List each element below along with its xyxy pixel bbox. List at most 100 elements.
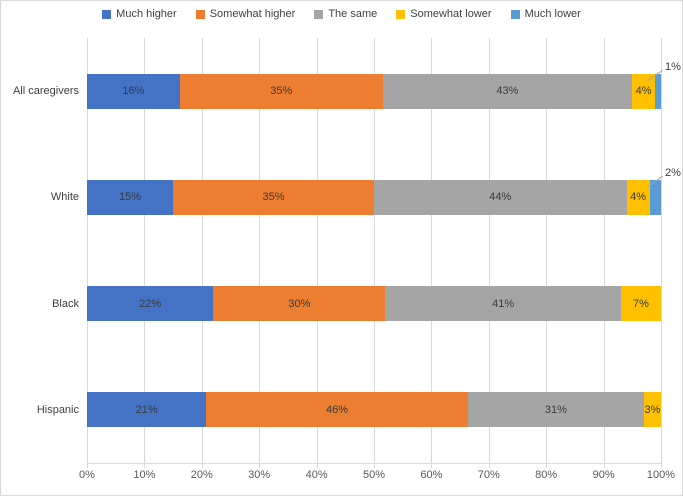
data-label: 30% (288, 297, 311, 310)
x-axis-label: 70% (477, 469, 500, 481)
bar-rows: All caregivers 16% 35% 43% 4% 1% White 15% 35% 44… (13, 38, 681, 463)
axis-tick (316, 463, 318, 468)
x-axis-label: 20% (190, 469, 213, 481)
data-label-callout: 1% (665, 60, 681, 73)
bar: 16% 35% 43% 4% 1% (87, 61, 681, 109)
bar-segment-much-higher: 21% (87, 392, 207, 428)
bar-segment-the-same: 44% (374, 179, 627, 215)
data-label: 44% (489, 191, 512, 204)
bar-segment-somewhat-higher: 35% (173, 179, 374, 215)
gridline (661, 38, 662, 463)
axis-tick (374, 463, 375, 468)
legend-swatch-icon (314, 9, 324, 19)
axis-tick (201, 463, 203, 468)
bar-segment-much-lower (649, 179, 661, 215)
axis-tick (661, 463, 662, 468)
bar-row: Black 22% 30% 41% 7% (52, 251, 662, 357)
x-axis-label: 40% (305, 469, 328, 481)
bar-segment-the-same: 43% (382, 73, 632, 109)
bar-segment-much-lower (655, 73, 661, 109)
legend-item: The same (314, 8, 377, 20)
x-axis-label: 10% (133, 469, 156, 481)
bar: 21% 46% 31% 3% (87, 392, 661, 428)
category-label: All caregivers (12, 85, 79, 98)
data-label: 4% (635, 85, 652, 98)
gridline (488, 38, 490, 463)
bar-segment-somewhat-lower: 4% (626, 179, 650, 215)
bar-segment-somewhat-higher: 35% (179, 73, 383, 109)
bar-segment-much-higher: 16% (87, 73, 180, 109)
gridline (201, 38, 203, 463)
data-label: 22% (139, 297, 162, 310)
data-label: 15% (119, 191, 142, 204)
legend-swatch-icon (396, 9, 406, 19)
data-label: 46% (326, 403, 349, 416)
legend-label: Somewhat lower (410, 8, 492, 20)
legend-label: Much higher (116, 8, 177, 20)
bar-row: All caregivers 16% 35% 43% 4% 1% (13, 38, 681, 144)
axis-tick (144, 463, 146, 468)
x-axis-label: 0% (79, 469, 95, 481)
data-label: 21% (135, 403, 158, 416)
category-label: White (50, 191, 79, 204)
category-label: Hispanic (36, 403, 79, 416)
data-label: 43% (496, 85, 519, 98)
data-label: 3% (644, 403, 661, 416)
bar-segment-the-same: 31% (467, 392, 644, 428)
legend-item: Somewhat higher (195, 8, 296, 20)
data-label: 35% (270, 85, 293, 98)
plot-area: All caregivers 16% 35% 43% 4% 1% White 15% 35% 44… (13, 38, 681, 468)
x-axis-label: 100% (646, 469, 676, 481)
data-label: 16% (122, 85, 145, 98)
bar-row: White 15% 35% 44% 4% 2% (51, 144, 681, 250)
axis-tick (546, 463, 548, 468)
bar: 22% 30% 41% 7% (87, 286, 662, 322)
legend-item: Much higher (102, 8, 177, 20)
x-axis-label: 90% (592, 469, 615, 481)
axis-tick (259, 463, 261, 468)
bar: 15% 35% 44% 4% 2% (87, 167, 681, 215)
legend: Much higher Somewhat higher The same Somewh… (1, 8, 682, 20)
gridline (603, 38, 605, 463)
gridline (546, 38, 548, 463)
data-label: 35% (262, 191, 285, 204)
category-label: Black (52, 297, 79, 310)
data-label: 31% (544, 403, 567, 416)
x-axis: 0% 10% 20% 30% 40% 50% 60% 70% 80% 90% 100% (79, 469, 675, 485)
data-label: 4% (630, 191, 646, 204)
gridline (259, 38, 261, 463)
legend-swatch-icon (102, 9, 112, 19)
bar-segment-the-same: 41% (385, 286, 621, 322)
legend-label: Somewhat higher (209, 8, 296, 20)
data-label: 41% (492, 297, 515, 310)
gridline (316, 38, 318, 463)
bar-segment-somewhat-higher: 46% (206, 392, 468, 428)
axis-tick (603, 463, 605, 468)
legend-label: The same (328, 8, 378, 20)
legend-label: Much lower (524, 8, 581, 20)
gridline (87, 38, 88, 463)
gridline (431, 38, 433, 463)
gridline (374, 38, 375, 463)
bar-segment-much-higher: 22% (87, 286, 214, 322)
x-axis-label: 80% (535, 469, 558, 481)
axis-tick (431, 463, 433, 468)
legend-swatch-icon (510, 9, 520, 19)
x-axis-label: 60% (420, 469, 443, 481)
gridline (144, 38, 146, 463)
bar-segment-somewhat-lower: 7% (620, 286, 662, 322)
legend-item: Somewhat lower (396, 8, 492, 20)
bar-segment-somewhat-higher: 30% (213, 286, 386, 322)
x-axis-label: 30% (248, 469, 271, 481)
axis-tick (87, 463, 88, 468)
bar-segment-somewhat-lower: 4% (632, 73, 656, 109)
bar-row: Hispanic 21% 46% 31% 3% (37, 357, 661, 463)
axis-tick (488, 463, 490, 468)
legend-item: Much lower (510, 8, 581, 20)
bar-segment-much-higher: 15% (87, 179, 174, 215)
legend-swatch-icon (195, 9, 205, 19)
x-axis-label: 50% (362, 469, 386, 481)
bar-segment-somewhat-lower: 3% (643, 392, 661, 428)
data-label-callout: 2% (665, 166, 681, 179)
